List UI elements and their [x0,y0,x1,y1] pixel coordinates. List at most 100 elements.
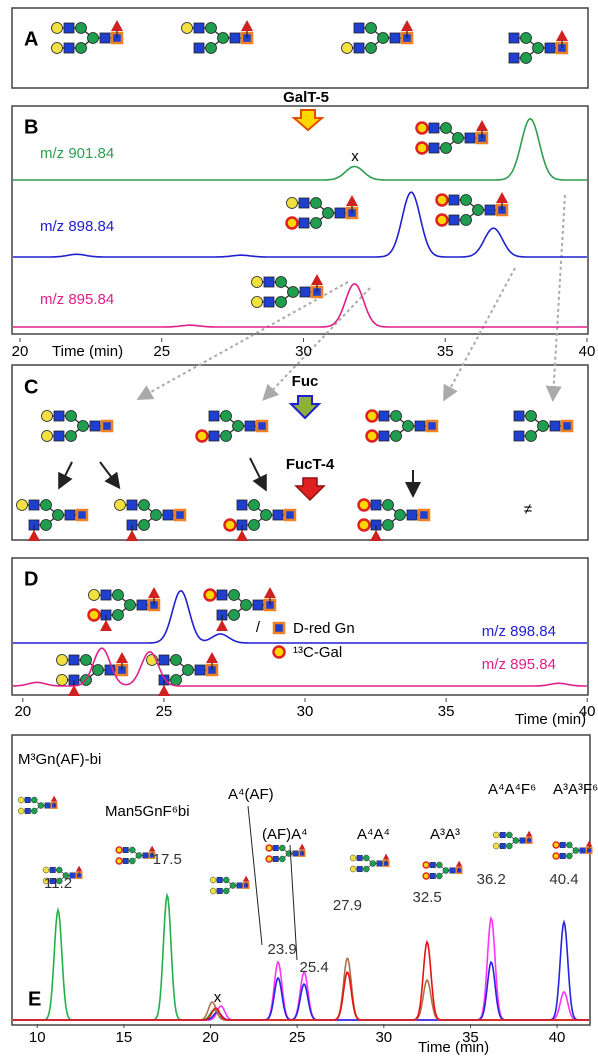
residue [442,867,450,874]
residue [236,530,248,541]
x-tick-label: 20 [14,703,31,720]
residue [241,20,253,31]
residue [69,872,76,879]
residue [357,518,371,532]
residue [182,664,194,676]
residue [229,32,241,44]
residue [220,430,232,442]
residue [77,420,89,432]
peak-time: 17.5 [153,851,182,868]
residue [75,22,87,34]
enzyme-label: GalT-5 [283,89,329,106]
glycan [422,860,463,880]
residue [63,42,75,54]
residue [560,419,574,433]
residue [579,847,586,854]
no-reaction: ≠ [524,501,532,518]
residue [148,587,160,598]
residue [158,654,170,666]
peak-name: A³A³F⁶ [553,781,598,798]
residue [279,844,286,852]
residue [49,878,56,884]
marker: x [351,148,359,165]
x-tick-label: 35 [462,1029,479,1046]
residue [377,32,389,44]
trace [13,589,587,644]
panel-c-box [11,364,589,541]
peak-time: 27.9 [333,897,362,914]
x-tick-label: 30 [297,703,314,720]
residue [415,121,429,135]
residue [129,857,136,865]
residue [126,530,138,541]
residue [448,194,460,206]
residue [223,518,237,532]
residue [264,587,276,598]
residue [209,876,217,884]
residue [92,664,104,676]
x-axis-label: Time (min) [418,1039,489,1056]
residue [41,430,53,442]
x-tick-label: 10 [29,1029,46,1046]
residue [349,854,357,862]
legend-label: ¹³C-Gal [293,644,342,661]
glycan [114,499,187,541]
panel-label: B [24,116,38,138]
glycan [341,20,414,54]
residue [520,52,532,64]
residue [401,20,413,31]
residue [369,860,377,867]
peak-name: A⁴A⁴F⁶ [488,781,536,798]
residue [566,841,573,849]
residue [89,420,101,432]
residue [114,499,126,511]
glycan [87,587,161,631]
trace [13,892,589,1021]
residue [75,508,89,522]
trace [13,117,587,181]
residue [37,802,45,809]
residue [260,509,272,521]
residue [205,42,217,54]
x-tick-label: 20 [202,1029,219,1046]
residue [310,217,322,229]
residue [240,599,252,611]
x-tick-label: 20 [12,343,29,360]
x-axis-label: Time (min) [515,711,586,728]
residue [285,216,299,230]
residue [24,797,31,803]
x-tick-label: 25 [153,343,170,360]
residue [251,296,263,308]
residue [508,52,520,64]
enzyme-label: FucT-4 [286,456,335,473]
residue [414,420,426,432]
residue [378,410,390,422]
residue [286,197,298,209]
residue [537,420,549,432]
residue [520,32,532,44]
residue [68,654,80,666]
residue [41,410,53,422]
panel-label: A [24,28,38,50]
residue [255,419,269,433]
residue [440,142,452,154]
trace-label: m/z 898.84 [40,218,114,235]
glycan [41,410,114,442]
residue [124,599,136,611]
residue [472,204,484,216]
residue [16,499,28,511]
residue [248,499,260,511]
residue [263,296,275,308]
glycan [265,843,306,863]
residue [382,519,394,531]
residue [75,42,87,54]
residue [40,499,52,511]
residue [275,296,287,308]
legend-swatch [272,645,286,659]
residue [173,508,187,522]
residue [193,22,205,34]
residue [532,42,544,54]
residue [363,865,370,873]
residue [181,22,193,34]
glycan [552,840,593,860]
